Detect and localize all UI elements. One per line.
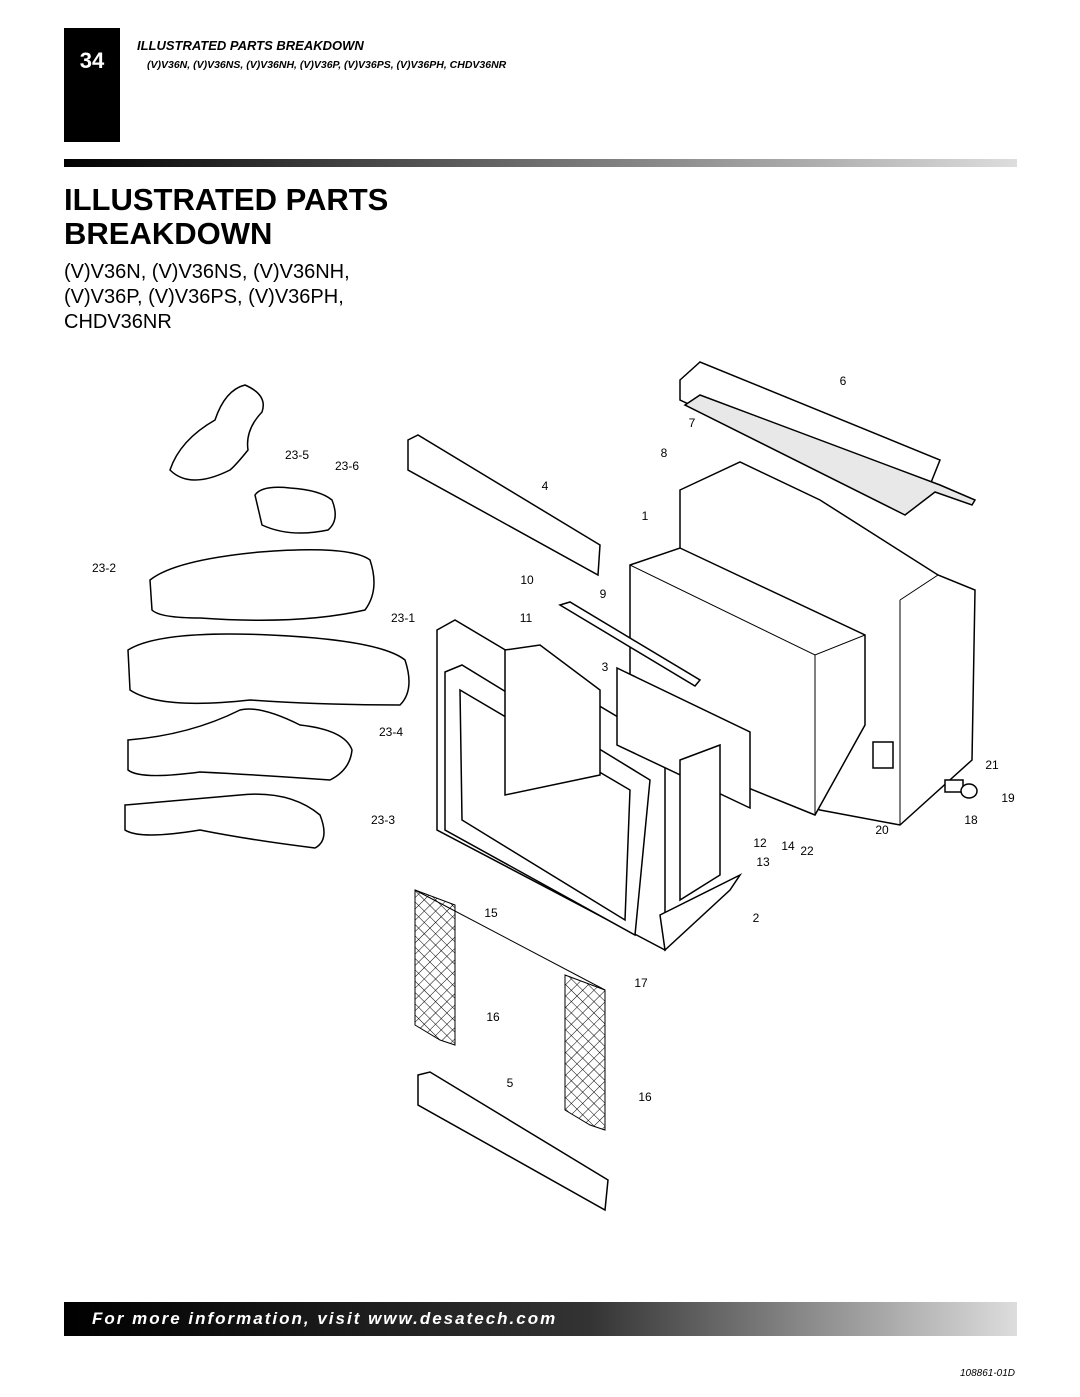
callout-label: 16 — [486, 1010, 500, 1024]
callout-label: 23-1 — [391, 611, 415, 625]
callout-label: 5 — [507, 1076, 514, 1090]
callout-label: 4 — [542, 479, 549, 493]
title-line: ILLUSTRATED PARTS — [64, 182, 388, 217]
subtitle-line: (V)V36N, (V)V36NS, (V)V36NH, — [64, 261, 350, 283]
callout-label: 16 — [638, 1090, 652, 1104]
callout-label: 2 — [753, 911, 760, 925]
callout-label: 6 — [840, 374, 847, 388]
callout-label: 14 — [781, 839, 795, 853]
callout-label: 23-2 — [92, 561, 116, 575]
subtitle-line: CHDV36NR — [64, 311, 172, 333]
page-number: 34 — [80, 48, 105, 73]
callout-label: 3 — [602, 660, 609, 674]
callout-label: 13 — [756, 855, 770, 869]
section-header: ILLUSTRATED PARTS BREAKDOWN — [137, 38, 364, 53]
callout-label: 22 — [800, 844, 814, 858]
callout-label: 23-4 — [379, 725, 403, 739]
callout-label: 15 — [484, 906, 498, 920]
callout-label: 23-3 — [371, 813, 395, 827]
callout-label: 18 — [964, 813, 978, 827]
title-line: BREAKDOWN — [64, 216, 272, 251]
callout-label: 12 — [753, 836, 767, 850]
callout-label: 21 — [985, 758, 999, 772]
page-number-box — [64, 28, 120, 142]
doc-number: 108861-01D — [960, 1368, 1015, 1379]
callout-label: 23-5 — [285, 448, 309, 462]
callout-label: 19 — [1001, 791, 1015, 805]
callout-label: 23-6 — [335, 459, 359, 473]
footer-link[interactable]: For more information, visit www.desatech… — [92, 1309, 557, 1328]
callout-label: 10 — [520, 573, 534, 587]
callout-label: 9 — [600, 587, 607, 601]
models-header: (V)V36N, (V)V36NS, (V)V36NH, (V)V36P, (V… — [147, 59, 507, 71]
callout-label: 1 — [642, 509, 649, 523]
callout-label: 11 — [520, 611, 533, 625]
footer-bar — [64, 1302, 1017, 1336]
callout-label: 8 — [661, 446, 668, 460]
callout-label: 17 — [634, 976, 648, 990]
header-rule — [64, 159, 1017, 167]
callout-label: 7 — [689, 416, 696, 430]
callout-label: 20 — [875, 823, 889, 837]
diagram — [124, 361, 978, 1212]
subtitle-line: (V)V36P, (V)V36PS, (V)V36PH, — [64, 286, 344, 308]
